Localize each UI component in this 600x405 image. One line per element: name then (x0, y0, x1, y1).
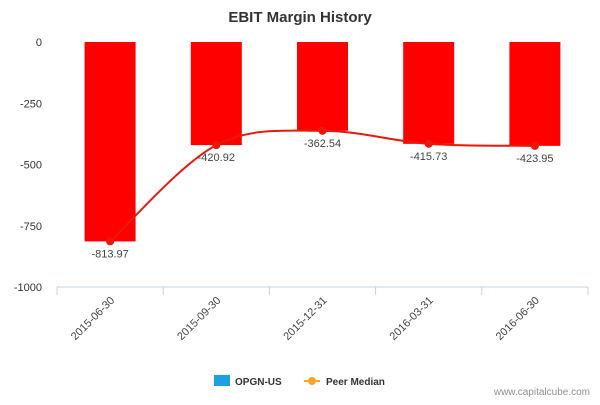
data-label: -420.92 (198, 152, 235, 164)
y-tick-label: 0 (36, 37, 42, 49)
peer-median-point (530, 141, 539, 150)
bar (403, 42, 455, 144)
data-label: -423.95 (516, 153, 553, 165)
y-tick-label: -500 (20, 160, 42, 172)
bar (297, 42, 348, 131)
y-tick-label: -250 (20, 98, 42, 110)
x-axis: 2015-06-30 2015-09-30 2015-12-31 2016-03-31… (56, 286, 589, 343)
x-tick-label: 2015-06-30 (69, 295, 117, 343)
legend-label-peer: Peer Median (326, 377, 385, 388)
data-label: -813.97 (91, 248, 128, 260)
y-axis: 0 -250 -500 -750 -1000 (14, 37, 42, 294)
data-label: -415.73 (410, 151, 447, 163)
peer-median-point (424, 139, 433, 148)
y-tick-label: -750 (20, 221, 42, 233)
x-tick-label: 2015-12-31 (281, 295, 329, 343)
bar (509, 42, 561, 146)
data-label: -362.54 (304, 138, 341, 150)
legend-swatch-opgn (214, 375, 230, 386)
legend-marker-peer (308, 377, 316, 385)
x-tick-label: 2016-03-31 (388, 295, 436, 343)
bar (84, 42, 136, 242)
chart-title: EBIT Margin History (228, 9, 372, 26)
legend-label-opgn: OPGN-US (235, 377, 282, 388)
peer-median-point (318, 126, 327, 135)
bar (190, 42, 242, 146)
x-tick-label: 2015-09-30 (175, 295, 223, 343)
data-labels: -813.97 -420.92 -362.54 -415.73 -423.95 (91, 138, 553, 261)
legend: OPGN-US Peer Median (214, 375, 385, 388)
peer-median-series (106, 126, 539, 246)
peer-median-point (106, 237, 115, 246)
peer-median-point (212, 141, 221, 150)
bar-series (84, 42, 561, 242)
y-tick-label: -1000 (14, 282, 42, 294)
credit-text: www.capitalcube.com (493, 387, 590, 398)
x-tick-label: 2016-06-30 (494, 295, 542, 343)
